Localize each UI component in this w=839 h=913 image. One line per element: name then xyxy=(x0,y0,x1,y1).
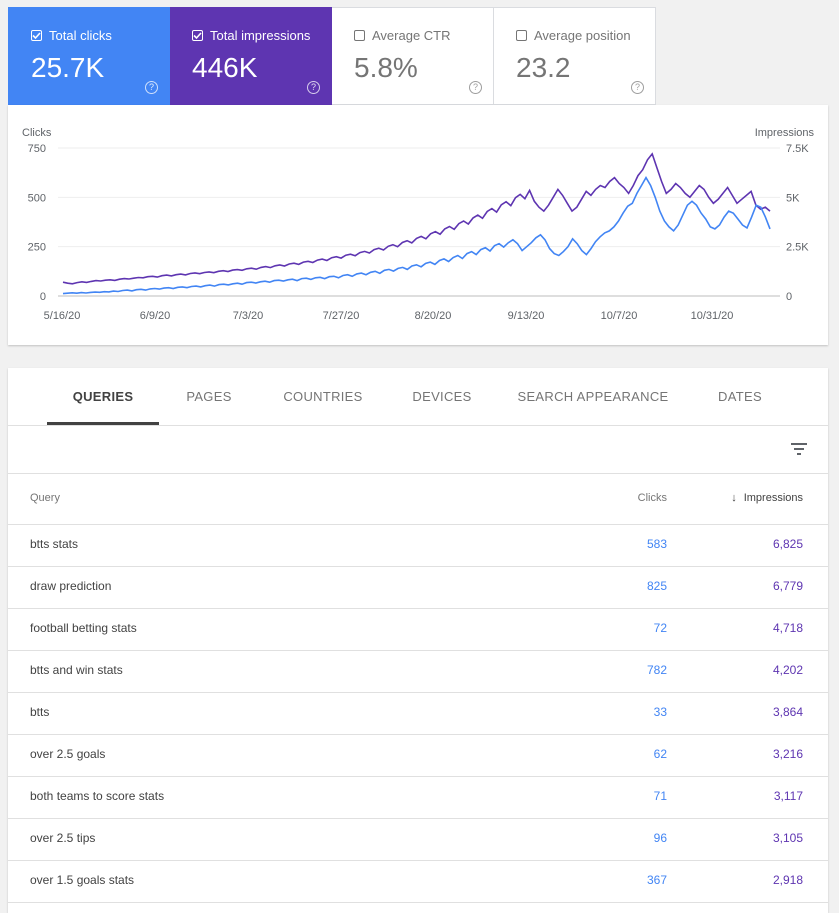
metric-card-total-clicks[interactable]: Total clicks 25.7K ? xyxy=(8,7,170,105)
column-header-clicks[interactable]: Clicks xyxy=(637,492,667,504)
tab-search-appearance[interactable]: SEARCH APPEARANCE xyxy=(517,389,669,404)
right-tick-label: 7.5K xyxy=(786,143,809,155)
left-tick-label: 750 xyxy=(28,143,46,155)
x-tick-label: 5/16/20 xyxy=(44,310,81,322)
query-cell: btts stats xyxy=(30,537,79,551)
column-header-impressions[interactable]: ↓ Impressions xyxy=(731,492,803,504)
metric-value: 446K xyxy=(192,52,258,83)
left-axis-label: Clicks xyxy=(22,127,52,139)
filter-icon[interactable] xyxy=(790,440,808,458)
query-cell: football betting stats xyxy=(30,621,137,635)
table-row[interactable]: over 2.5 tips 96 3,105 xyxy=(8,818,828,861)
performance-chart-panel: Clicks Impressions 750 7.5K 500 5K 250 2.5K 0 0… xyxy=(8,105,828,345)
table-row[interactable]: btts and win stats 782 4,202 xyxy=(8,650,828,693)
column-header-query[interactable]: Query xyxy=(30,492,60,504)
impressions-cell: 3,105 xyxy=(772,831,803,845)
tab-dates[interactable]: DATES xyxy=(718,389,762,404)
performance-chart[interactable]: Clicks Impressions 750 7.5K 500 5K 250 2.5K 0 0… xyxy=(8,105,828,345)
left-tick-label: 250 xyxy=(28,242,46,254)
right-tick-label: 5K xyxy=(786,192,800,204)
tab-pages[interactable]: PAGES xyxy=(186,389,232,404)
query-cell: over 2.5 goals xyxy=(30,747,106,761)
impressions-cell: 3,117 xyxy=(773,789,803,803)
clicks-cell: 825 xyxy=(646,579,667,593)
impressions-cell: 3,216 xyxy=(772,747,803,761)
impressions-cell: 4,202 xyxy=(772,663,803,677)
metric-label: Total impressions xyxy=(210,28,311,43)
query-cell: over 1.5 goals stats xyxy=(30,873,135,887)
checkbox-checked-icon[interactable] xyxy=(31,30,42,41)
sort-arrow-down-icon: ↓ xyxy=(731,492,737,504)
dimension-tabs: QUERIES PAGES COUNTRIES DEVICES SEARCH A… xyxy=(8,368,828,426)
clicks-cell: 72 xyxy=(653,621,667,635)
clicks-series-line xyxy=(62,175,771,295)
clicks-cell: 71 xyxy=(653,789,667,803)
query-cell: btts xyxy=(30,705,50,719)
x-tick-label: 7/3/20 xyxy=(233,310,264,322)
tab-queries[interactable]: QUERIES xyxy=(72,389,134,404)
query-cell: btts and win stats xyxy=(30,663,123,677)
checkbox-checked-icon[interactable] xyxy=(192,30,203,41)
help-icon[interactable]: ? xyxy=(631,81,644,94)
right-tick-label: 0 xyxy=(786,291,792,303)
clicks-cell: 367 xyxy=(646,873,667,887)
table-row[interactable]: over 2.5 goals 62 3,216 xyxy=(8,734,828,777)
query-cell: both teams to score stats xyxy=(30,789,165,803)
help-icon[interactable]: ? xyxy=(145,81,158,94)
tab-countries[interactable]: COUNTRIES xyxy=(283,389,363,404)
active-tab-indicator xyxy=(47,422,159,425)
impressions-cell: 6,779 xyxy=(772,579,803,593)
x-tick-label: 7/27/20 xyxy=(323,310,360,322)
query-cell: over 2.5 tips xyxy=(30,831,96,845)
help-icon[interactable]: ? xyxy=(469,81,482,94)
x-tick-label: 10/7/20 xyxy=(601,310,638,322)
metric-value: 5.8% xyxy=(354,52,418,83)
x-tick-label: 6/9/20 xyxy=(140,310,171,322)
table-row[interactable]: football betting stats 72 4,718 xyxy=(8,608,828,651)
impressions-cell: 4,718 xyxy=(772,621,803,635)
clicks-cell: 62 xyxy=(653,747,667,761)
metric-card-total-impressions[interactable]: Total impressions 446K ? xyxy=(170,7,332,105)
clicks-cell: 33 xyxy=(653,705,667,719)
metric-cards: Total clicks 25.7K ? Total impressions 4… xyxy=(8,7,656,105)
metric-card-average-position[interactable]: Average position 23.2 ? xyxy=(494,7,656,105)
right-tick-label: 2.5K xyxy=(786,242,809,254)
checkbox-unchecked-icon[interactable] xyxy=(516,30,527,41)
metric-label: Average position xyxy=(534,28,631,43)
impressions-cell: 2,918 xyxy=(772,873,803,887)
metric-card-average-ctr[interactable]: Average CTR 5.8% ? xyxy=(332,7,494,105)
x-tick-label: 9/13/20 xyxy=(508,310,545,322)
checkbox-unchecked-icon[interactable] xyxy=(354,30,365,41)
report-table-panel: QUERIES PAGES COUNTRIES DEVICES SEARCH A… xyxy=(8,368,828,913)
x-tick-label: 8/20/20 xyxy=(415,310,452,322)
clicks-cell: 96 xyxy=(653,831,667,845)
column-header-impressions-label: Impressions xyxy=(743,492,803,504)
query-cell: draw prediction xyxy=(30,579,112,593)
tab-devices[interactable]: DEVICES xyxy=(412,389,472,404)
metric-value: 23.2 xyxy=(516,52,571,83)
metric-value: 25.7K xyxy=(31,52,105,83)
table-row[interactable]: over 1.5 goals stats 367 2,918 xyxy=(8,860,828,903)
impressions-cell: 6,825 xyxy=(772,537,803,551)
table-header: Query Clicks ↓ Impressions xyxy=(8,473,828,525)
clicks-cell: 782 xyxy=(646,663,667,677)
left-tick-label: 0 xyxy=(40,291,46,303)
impressions-series-line xyxy=(62,152,771,285)
x-tick-label: 10/31/20 xyxy=(691,310,734,322)
right-axis-label: Impressions xyxy=(755,127,815,139)
table-row[interactable]: btts stats 583 6,825 xyxy=(8,524,828,567)
table-row[interactable]: both teams to score stats 71 3,117 xyxy=(8,776,828,819)
metric-label: Average CTR xyxy=(372,28,451,43)
table-row[interactable]: btts 33 3,864 xyxy=(8,692,828,735)
impressions-cell: 3,864 xyxy=(772,705,803,719)
table-row[interactable]: draw prediction 825 6,779 xyxy=(8,566,828,609)
clicks-cell: 583 xyxy=(646,537,667,551)
help-icon[interactable]: ? xyxy=(307,81,320,94)
filter-toolbar xyxy=(8,426,828,474)
left-tick-label: 500 xyxy=(28,192,46,204)
metric-label: Total clicks xyxy=(49,28,112,43)
